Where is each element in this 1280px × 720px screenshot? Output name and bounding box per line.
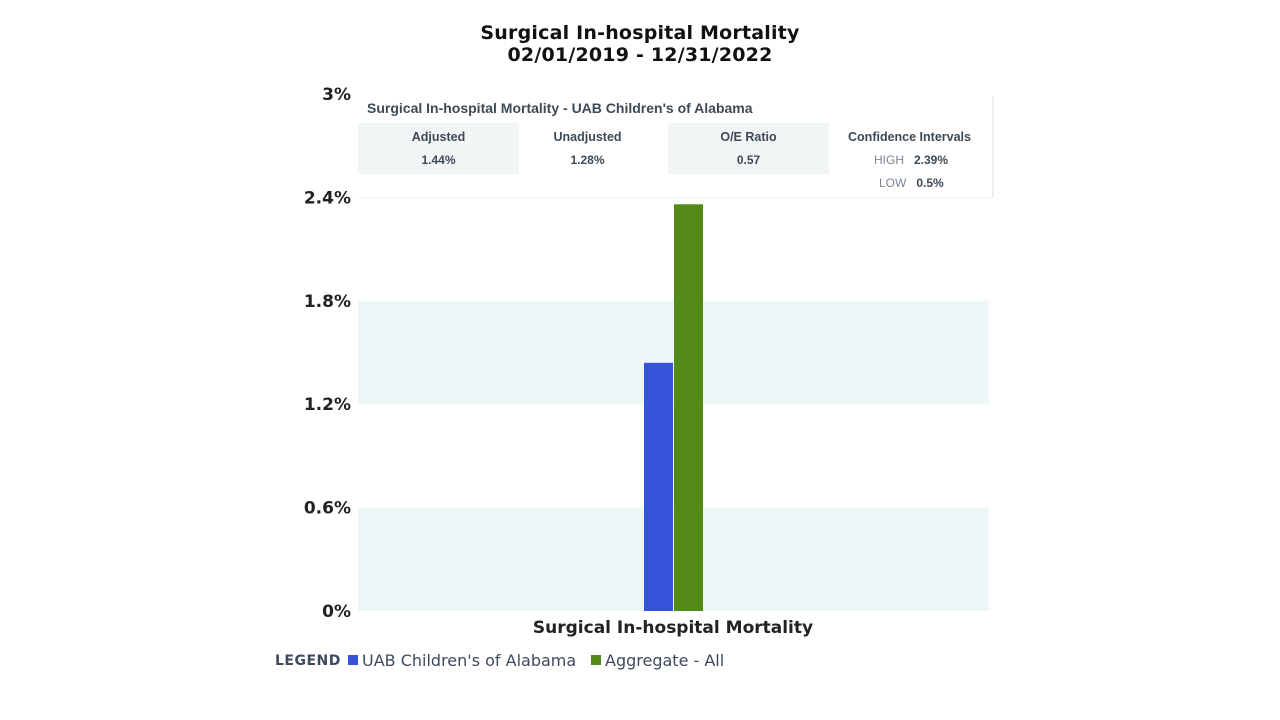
bar-aggregate[interactable]: [674, 204, 703, 611]
oe-ratio-stat: O/E Ratio 0.57: [668, 123, 829, 174]
y-tick-label: 0%: [322, 602, 351, 622]
unadjusted-value: 1.28%: [570, 153, 605, 167]
stats-panel-title: Surgical In-hospital Mortality - UAB Chi…: [367, 100, 753, 116]
legend-title: LEGEND: [275, 653, 341, 669]
adjusted-value: 1.44%: [421, 153, 456, 167]
grid-band: [358, 507, 989, 611]
ci-high-value: 2.39%: [914, 153, 949, 167]
oe-ratio-value: 0.57: [736, 153, 761, 167]
legend-label-uab: UAB Children's of Alabama: [362, 651, 577, 670]
legend-item-uab[interactable]: UAB Children's of Alabama: [348, 651, 576, 670]
grid-band: [358, 300, 989, 405]
adjusted-label: Adjusted: [411, 130, 466, 144]
legend-item-aggregate[interactable]: Aggregate - All: [591, 651, 724, 670]
oe-ratio-label: O/E Ratio: [720, 130, 777, 144]
chart-subtitle: 02/01/2019 - 12/31/2022: [507, 44, 773, 66]
y-tick-label: 1.2%: [304, 395, 351, 415]
ci-high-label: HIGH: [874, 153, 904, 167]
confidence-intervals-stat: Confidence Intervals HIGH 2.39% LOW 0.5%: [829, 123, 990, 197]
unadjusted-label: Unadjusted: [553, 130, 622, 144]
ci-low-value: 0.5%: [916, 176, 944, 190]
y-tick-label: 1.8%: [304, 292, 351, 312]
chart-title: Surgical In-hospital Mortality: [480, 22, 800, 44]
confidence-intervals-label: Confidence Intervals: [848, 130, 971, 144]
y-tick-label: 0.6%: [304, 499, 351, 519]
legend-swatch-uab: [348, 654, 358, 665]
ci-high-row: HIGH 2.39%: [874, 153, 948, 167]
x-axis-category-label: Surgical In-hospital Mortality: [533, 618, 813, 638]
adjusted-stat: Adjusted 1.44%: [358, 123, 519, 174]
stats-panel: Surgical In-hospital Mortality - UAB Chi…: [358, 97, 994, 198]
y-tick-label: 2.4%: [304, 188, 351, 208]
ci-low-label: LOW: [879, 176, 907, 190]
ci-low-row: LOW 0.5%: [879, 176, 944, 190]
legend-swatch-aggregate: [591, 654, 601, 665]
legend-label-aggregate: Aggregate - All: [605, 651, 725, 670]
y-tick-label: 3%: [322, 85, 351, 105]
unadjusted-stat: Unadjusted 1.28%: [507, 123, 668, 174]
bar-uab[interactable]: [644, 362, 673, 611]
